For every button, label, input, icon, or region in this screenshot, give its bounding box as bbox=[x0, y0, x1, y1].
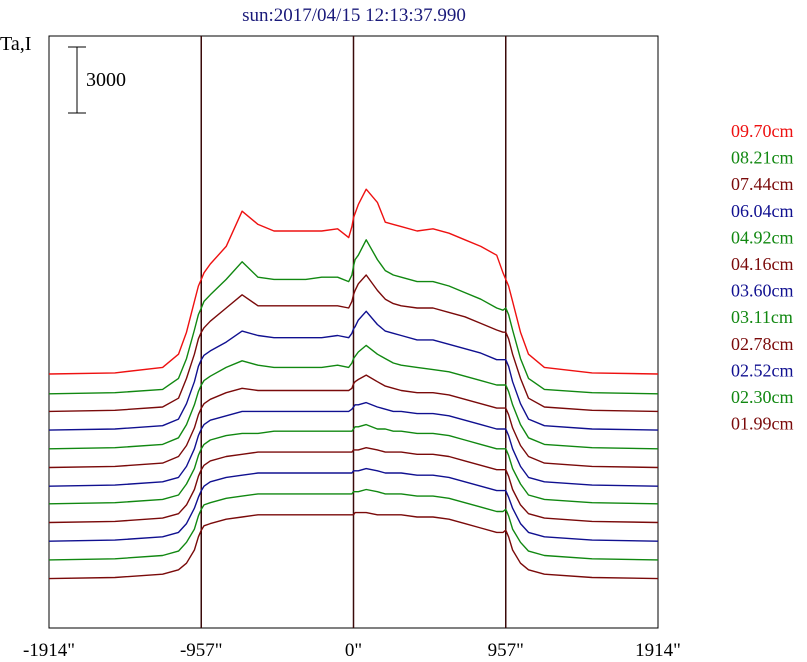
legend-item-0: 09.70cm bbox=[731, 121, 794, 141]
series-line-6 bbox=[48, 401, 659, 487]
chart-title: sun:2017/04/15 12:13:37.990 bbox=[242, 5, 466, 26]
series-lines bbox=[48, 188, 659, 580]
legend-item-3: 06.04cm bbox=[731, 201, 794, 221]
legend-item-5: 04.16cm bbox=[731, 254, 794, 274]
x-tick-label-3: 957" bbox=[488, 640, 524, 661]
series-line-7 bbox=[48, 423, 659, 505]
legend-item-11: 01.99cm bbox=[731, 414, 794, 434]
legend-item-2: 07.44cm bbox=[731, 174, 794, 194]
x-tick-label-2: 0" bbox=[345, 640, 362, 661]
scale-bar-label: 3000 bbox=[86, 69, 126, 91]
legend-item-9: 02.52cm bbox=[731, 360, 794, 380]
series-line-9 bbox=[48, 467, 659, 542]
legend-item-4: 04.92cm bbox=[731, 227, 794, 247]
legend-item-1: 08.21cm bbox=[731, 148, 794, 168]
x-tick-label-4: 1914" bbox=[635, 640, 681, 661]
series-line-1 bbox=[48, 239, 659, 395]
series-line-0 bbox=[48, 188, 659, 375]
legend-item-6: 03.60cm bbox=[731, 281, 794, 301]
x-tick-label-0: -1914" bbox=[23, 640, 75, 661]
legend-item-7: 03.11cm bbox=[731, 307, 793, 327]
scale-bar: 3000 bbox=[68, 46, 126, 114]
series-line-4 bbox=[48, 344, 659, 450]
series-line-11 bbox=[48, 511, 659, 580]
legend-item-8: 02.78cm bbox=[731, 334, 794, 354]
legend: 09.70cm 08.21cm 07.44cm 06.04cm 04.92cm 04.16… bbox=[731, 121, 794, 434]
series-line-8 bbox=[48, 447, 659, 524]
y-axis-label: Ta,I bbox=[0, 33, 31, 55]
series-line-2 bbox=[48, 274, 659, 413]
legend-item-10: 02.30cm bbox=[731, 387, 794, 407]
x-tick-label-1: -957" bbox=[180, 640, 223, 661]
series-line-5 bbox=[48, 374, 659, 469]
x-tick-labels: -1914" -957" 0" 957" 1914" bbox=[23, 640, 681, 661]
series-line-3 bbox=[48, 310, 659, 431]
series-line-10 bbox=[48, 488, 659, 561]
